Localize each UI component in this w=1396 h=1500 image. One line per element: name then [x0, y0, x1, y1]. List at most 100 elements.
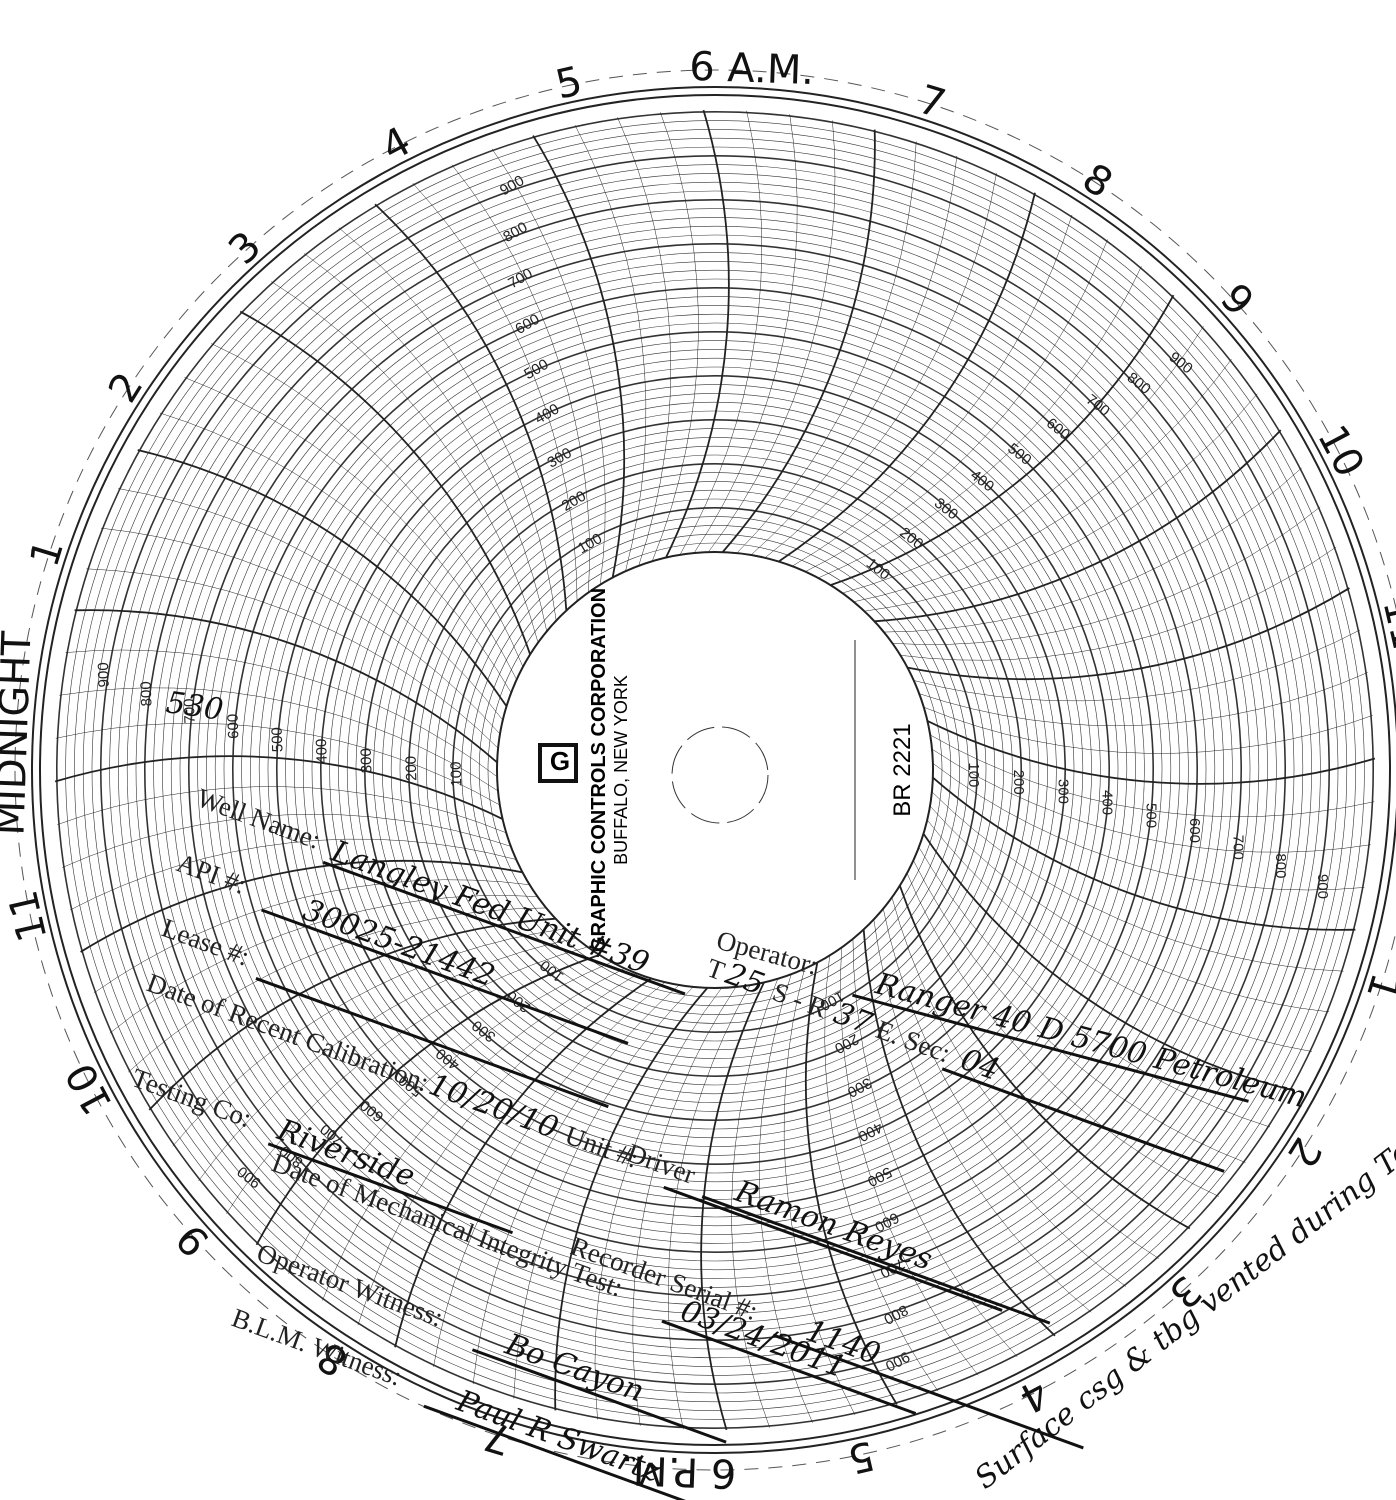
time-line [931, 791, 1344, 972]
time-line [239, 310, 531, 655]
time-line [930, 734, 1375, 818]
underline [471, 1348, 727, 1444]
ring [91, 146, 1339, 1394]
field-label: Well Name: [193, 782, 325, 854]
hour-label: 9 [1211, 275, 1262, 325]
scale-label: 700 [181, 698, 199, 724]
center-hole [671, 726, 769, 824]
logo-letter: G [550, 746, 570, 776]
time-line [433, 981, 666, 1367]
scale-label: 400 [855, 1118, 885, 1145]
time-line [805, 962, 898, 1405]
ring [382, 437, 1048, 1103]
ring [426, 481, 1004, 1059]
ring [443, 498, 987, 1042]
hour-label: 8 [1074, 155, 1120, 207]
ring [241, 296, 1189, 1244]
ring [250, 305, 1180, 1235]
time-line [554, 987, 709, 1411]
time-line [929, 805, 1330, 1013]
scale-label: 200 [403, 756, 421, 782]
ring [206, 261, 1224, 1279]
time-line [923, 706, 1373, 754]
ring [407, 462, 1023, 1078]
scale-label: 800 [1272, 853, 1289, 878]
time-line [159, 412, 512, 693]
reading: 530 [164, 685, 226, 728]
hour-label: MIDNIGHT [0, 630, 41, 836]
time-line [758, 974, 813, 1423]
scale-label: 400 [532, 400, 562, 427]
time-line [830, 294, 1175, 586]
time-line [873, 919, 1092, 1313]
time-line [693, 114, 798, 554]
time-line [93, 879, 530, 994]
hour-label: 5 [551, 58, 586, 109]
time-line [882, 908, 1127, 1287]
underline [661, 1319, 917, 1415]
underline [772, 1333, 1084, 1450]
ring [329, 384, 1101, 1156]
hour-label: 2 [100, 365, 152, 411]
scale-label: 200 [504, 987, 534, 1016]
time-line [840, 947, 979, 1376]
scale-label: 900 [497, 172, 527, 199]
time-line [764, 173, 997, 559]
scale-label: 700 [505, 265, 535, 292]
scale-label: 300 [545, 444, 575, 471]
scale-label: 300 [931, 495, 961, 524]
time-line [412, 183, 578, 602]
underline [255, 977, 609, 1109]
time-line [255, 954, 600, 1246]
scale-label: 400 [1099, 790, 1116, 815]
time-line [109, 895, 538, 1034]
ring [126, 181, 1304, 1359]
scale-label: 100 [537, 956, 567, 985]
ring [231, 286, 1199, 1254]
time-line [69, 838, 517, 911]
time-line [226, 946, 588, 1214]
scale-label: 900 [1166, 349, 1196, 378]
scale-label: 200 [896, 524, 926, 553]
time-line [374, 203, 568, 611]
scale-label: 300 [358, 748, 376, 774]
scale-label: 800 [138, 681, 156, 707]
scale-label: 800 [1124, 369, 1154, 398]
field-label: E. Sec: [872, 1014, 954, 1068]
time-line [892, 506, 1321, 645]
ring [478, 533, 952, 1007]
time-line [513, 986, 694, 1399]
time-line [338, 227, 557, 621]
time-line [665, 109, 730, 558]
ring [470, 525, 960, 1015]
time-line [574, 124, 647, 572]
time-line [926, 819, 1312, 1052]
time-line [862, 929, 1056, 1337]
time-line [906, 873, 1219, 1197]
ring [346, 401, 1084, 1139]
ring [434, 489, 996, 1051]
time-line [80, 860, 523, 953]
underline [941, 1067, 1225, 1173]
scale-label: 600 [225, 713, 243, 739]
underline [663, 1185, 1003, 1312]
field-label: Lease #: [158, 912, 253, 971]
ring [170, 225, 1260, 1315]
scale-label: 100 [448, 761, 466, 787]
underline [423, 1404, 697, 1500]
hour-label: 6 P.M. [620, 1446, 738, 1496]
time-line [54, 755, 503, 820]
underline [701, 1195, 1051, 1325]
time-line [927, 720, 1376, 785]
ring [223, 278, 1207, 1262]
time-line [451, 164, 590, 593]
scale-label: 700 [1229, 835, 1246, 860]
time-line [100, 527, 501, 735]
time-line [632, 986, 737, 1426]
scale-label: 900 [234, 1163, 264, 1192]
ring [355, 410, 1075, 1130]
time-line [74, 609, 498, 764]
time-line [907, 587, 1350, 680]
time-line [721, 129, 876, 553]
